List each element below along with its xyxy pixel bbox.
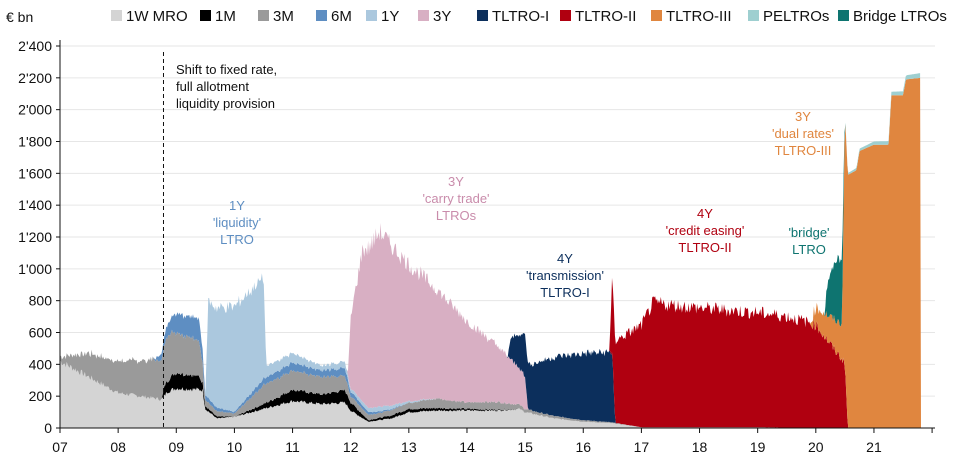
axes [59, 40, 935, 429]
legend-swatch [366, 10, 377, 21]
x-tick-label: 20 [808, 439, 824, 455]
legend-label: TLTRO-III [666, 8, 732, 25]
x-tick-label: 12 [343, 439, 359, 455]
legend: 1W MRO 1M 3M 6M 1Y 3Y TLTRO-I TLTRO-II TLTRO-III… [111, 8, 947, 25]
x-tick-label: 08 [110, 439, 126, 455]
y-tick-label: 1'800 [18, 134, 52, 150]
annotation-line: liquidity provision [176, 96, 275, 111]
y-tick-label: 600 [29, 325, 53, 341]
y-axis-ticks: 0 200 400 600 800 1'000 1'200 1'400 1'600 1'800 2'… [18, 38, 60, 436]
area-tltro-ii [60, 223, 921, 428]
area-3y [60, 223, 921, 428]
y-tick-label: 800 [29, 293, 53, 309]
legend-label: TLTRO-II [575, 8, 636, 25]
annotation-line: 4Y [697, 206, 713, 221]
legend-swatch [748, 10, 759, 21]
annotation-line: LTRO [792, 242, 826, 257]
legend-swatch [200, 10, 211, 21]
legend-swatch [316, 10, 327, 21]
legend-swatch [477, 10, 488, 21]
annotation-line: LTROs [436, 208, 477, 223]
stacked-areas [60, 73, 921, 429]
annotation-line: LTRO [220, 232, 254, 247]
y-tick-label: 1'400 [18, 197, 52, 213]
legend-swatch [560, 10, 571, 21]
y-tick-label: 1'000 [18, 261, 52, 277]
y-tick-label: 1'600 [18, 165, 52, 181]
annotation-line: 3Y [448, 174, 464, 189]
legend-label: TLTRO-I [492, 8, 549, 25]
annotation-line: TLTRO-II [678, 240, 731, 255]
annotation-line: TLTRO-III [775, 143, 832, 158]
x-tick-label: 13 [401, 439, 417, 455]
annotation-line: Shift to fixed rate, [176, 62, 277, 77]
y-tick-label: 1'200 [18, 229, 52, 245]
y-tick-label: 200 [29, 388, 53, 404]
legend-label: 3Y [433, 8, 451, 25]
x-tick-label: 17 [634, 439, 650, 455]
annotation-line: TLTRO-I [540, 285, 590, 300]
legend-label: 1Y [381, 8, 399, 25]
legend-label: 1M [215, 8, 236, 25]
y-tick-label: 2'400 [18, 38, 52, 54]
unit-label: € bn [6, 9, 33, 25]
y-tick-label: 2'000 [18, 102, 52, 118]
annotation-line: 'credit easing' [666, 223, 745, 238]
annotation-line: 'bridge' [788, 225, 829, 240]
x-tick-label: 19 [750, 439, 766, 455]
x-tick-label: 09 [168, 439, 184, 455]
grid-lines [60, 45, 935, 429]
x-tick-label: 15 [517, 439, 533, 455]
y-tick-label: 400 [29, 356, 53, 372]
legend-swatch [651, 10, 662, 21]
area-1w-mro [60, 361, 921, 428]
x-tick-label: 18 [692, 439, 708, 455]
area-3m [60, 329, 921, 428]
x-tick-label: 21 [866, 439, 882, 455]
y-tick-label: 2'200 [18, 70, 52, 86]
annotations: Shift to fixed rate, full allotment liquid… [176, 62, 834, 300]
x-tick-label: 11 [285, 439, 300, 455]
annotation-line: 'carry trade' [422, 191, 489, 206]
legend-label: 6M [331, 8, 352, 25]
legend-label: 1W MRO [126, 8, 188, 25]
legend-label: PELTROs [763, 8, 829, 25]
legend-label: Bridge LTROs [853, 8, 947, 25]
legend-swatch [111, 10, 122, 21]
legend-swatch [418, 10, 429, 21]
x-tick-label: 16 [575, 439, 591, 455]
x-tick-label: 10 [227, 439, 243, 455]
annotation-line: 4Y [557, 251, 573, 266]
legend-swatch [258, 10, 269, 21]
legend-swatch [838, 10, 849, 21]
annotation-line: full allotment [176, 79, 249, 94]
x-axis-ticks: 07 08 09 10 11 12 13 14 15 16 17 18 19 20 21 [52, 428, 933, 455]
y-tick-label: 0 [44, 420, 52, 436]
annotation-line: 'transmission' [526, 268, 604, 283]
annotation-line: 'liquidity' [213, 215, 261, 230]
annotation-line: 1Y [229, 198, 245, 213]
annotation-line: 3Y [795, 109, 811, 124]
annotation-line: 'dual rates' [772, 126, 834, 141]
x-tick-label: 14 [459, 439, 475, 455]
legend-label: 3M [273, 8, 294, 25]
x-tick-label: 07 [52, 439, 68, 455]
area-1y [60, 273, 921, 428]
